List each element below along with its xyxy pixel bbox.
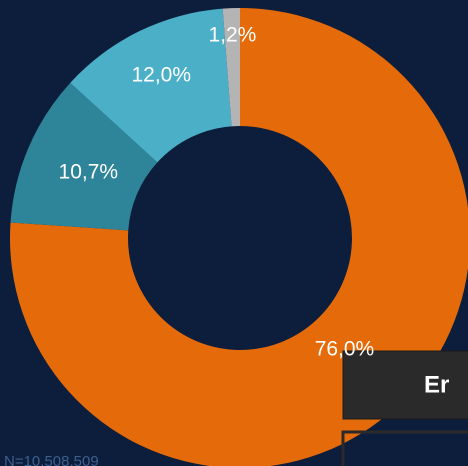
data-label: 10,7% xyxy=(59,161,119,184)
data-label: 12,0% xyxy=(131,64,191,87)
legend-box xyxy=(341,430,468,466)
legend-title: Er xyxy=(424,371,449,398)
slice xyxy=(70,8,232,163)
legend-box xyxy=(342,350,468,420)
data-label: 76,0% xyxy=(315,337,375,360)
data-label: 1,2% xyxy=(208,24,256,47)
slice xyxy=(222,8,240,127)
sample-size-note: N=10.508.509 xyxy=(4,453,99,466)
slice xyxy=(10,82,158,231)
